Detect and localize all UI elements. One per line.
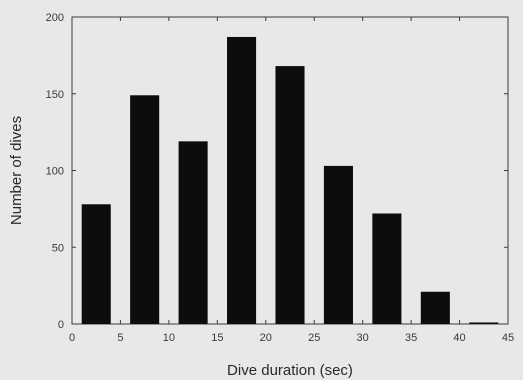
x-tick-label: 40: [453, 332, 465, 344]
x-tick-label: 25: [308, 332, 320, 344]
x-tick-label: 5: [117, 332, 123, 344]
y-axis-title: Number of dives: [8, 116, 25, 225]
x-axis-title: Dive duration (sec): [227, 362, 353, 379]
bar-3: [178, 141, 208, 324]
bar-5: [275, 66, 305, 325]
x-tick-label: 35: [405, 332, 417, 344]
x-tick-label: 0: [69, 332, 75, 344]
x-tick-label: 45: [502, 332, 514, 344]
y-tick-label: 0: [58, 319, 64, 331]
bar-2: [130, 95, 160, 324]
y-tick-label: 200: [46, 12, 64, 24]
y-tick-label: 100: [46, 166, 64, 178]
bar-4: [227, 36, 257, 325]
bar-7: [372, 213, 402, 324]
bar-1: [81, 204, 111, 324]
x-tick-label: 20: [260, 332, 272, 344]
bar-9: [469, 322, 499, 324]
bar-8: [420, 291, 450, 324]
x-tick-label: 15: [211, 332, 223, 344]
bars: [81, 36, 499, 325]
x-tick-label: 30: [357, 332, 369, 344]
x-tick-label: 10: [163, 332, 175, 344]
y-tick-label: 50: [52, 242, 64, 254]
x-axis-ticks: 0 5 10 15 20 25 30 35 40 45: [69, 17, 514, 344]
y-axis-ticks: 0 50 100 150 200: [46, 12, 508, 331]
bar-6: [323, 165, 353, 324]
y-tick-label: 150: [46, 89, 64, 101]
